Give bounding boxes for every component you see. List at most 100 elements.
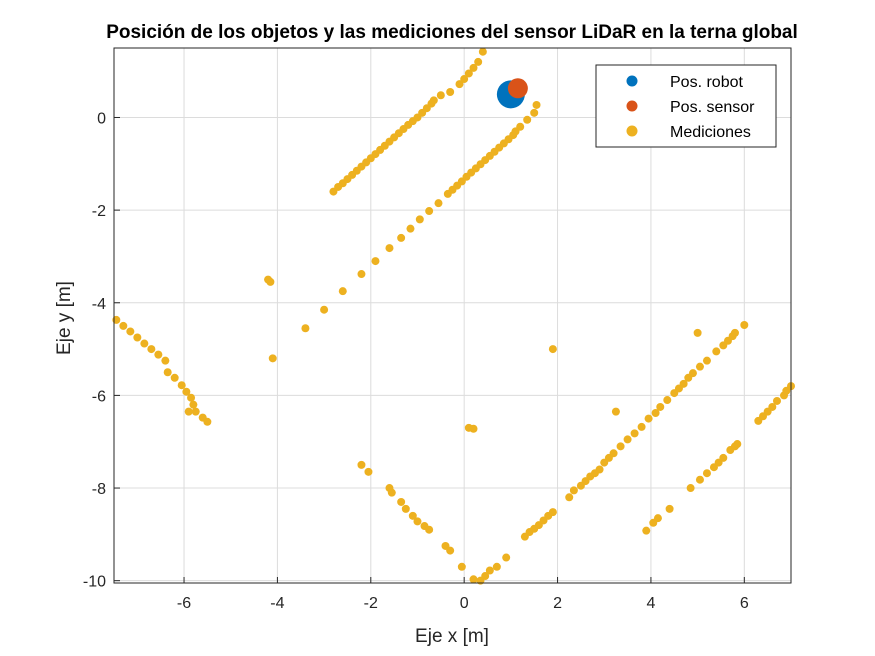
data-point-mediciones (481, 572, 490, 581)
data-point-mediciones (343, 175, 352, 184)
y-tick-label: -10 (83, 574, 106, 591)
data-point-mediciones (719, 453, 728, 462)
data-point-mediciones (334, 182, 343, 191)
y-tick-label: 0 (97, 110, 106, 127)
data-point-mediciones (387, 488, 396, 497)
data-point-mediciones (768, 402, 777, 411)
y-tick-label: -4 (92, 296, 106, 313)
data-point-mediciones (485, 151, 494, 160)
data-point-mediciones (446, 88, 455, 97)
data-point-mediciones (642, 526, 651, 535)
data-point-mediciones (611, 407, 620, 416)
y-tick-label: -8 (92, 481, 106, 498)
data-point-mediciones (413, 517, 422, 526)
data-point-mediciones (740, 320, 749, 329)
data-point-mediciones (616, 442, 625, 451)
data-point-mediciones (436, 91, 445, 100)
data-point-mediciones (476, 160, 485, 169)
data-point-mediciones (644, 414, 653, 423)
legend-marker-mediciones (626, 125, 638, 137)
data-point-mediciones (364, 467, 373, 476)
data-point-mediciones (474, 57, 483, 66)
x-tick-label: -4 (270, 595, 284, 612)
axes-frame (113, 47, 792, 584)
data-point-mediciones (532, 100, 541, 109)
data-point-mediciones (191, 407, 200, 416)
data-point-mediciones (504, 135, 513, 144)
data-point-mediciones (418, 108, 427, 117)
data-point-mediciones (357, 460, 366, 469)
x-axis-label: Eje x [m] (415, 626, 489, 647)
data-point-mediciones (357, 270, 366, 279)
legend-label-sensor: Pos. sensor (670, 99, 755, 116)
data-point-mediciones (651, 409, 660, 418)
data-point-mediciones (126, 327, 135, 336)
data-point-mediciones (457, 562, 466, 571)
data-point-mediciones (187, 393, 196, 402)
data-point-mediciones (408, 511, 417, 520)
data-point-mediciones (492, 562, 501, 571)
data-point-mediciones (665, 504, 674, 513)
grid-lines (114, 48, 791, 583)
data-point-mediciones (390, 133, 399, 142)
data-point-mediciones (548, 345, 557, 354)
data-point-sensor (507, 78, 528, 99)
data-point-mediciones (609, 449, 618, 458)
series-layer (112, 47, 795, 585)
data-point-mediciones (457, 177, 466, 186)
data-point-mediciones (495, 143, 504, 152)
data-point-mediciones (385, 244, 394, 253)
data-point-mediciones (133, 333, 142, 342)
data-point-mediciones (184, 407, 193, 416)
data-point-mediciones (686, 484, 695, 493)
data-point-mediciones (548, 508, 557, 517)
data-point-mediciones (469, 424, 478, 433)
data-point-mediciones (712, 347, 721, 356)
x-tick-label: 2 (553, 595, 562, 612)
data-point-mediciones (478, 47, 487, 56)
data-point-mediciones (623, 435, 632, 444)
x-tick-label: 6 (740, 595, 749, 612)
data-point-mediciones (469, 575, 478, 584)
data-point-mediciones (203, 417, 212, 426)
y-axis-label: Eje y [m] (54, 281, 75, 355)
legend-marker-robot (626, 75, 638, 87)
data-point-mediciones (320, 305, 329, 314)
data-point-mediciones (464, 69, 473, 78)
data-point-mediciones (653, 514, 662, 523)
data-point-mediciones (523, 115, 532, 124)
legend-marker-sensor (626, 100, 638, 112)
data-point-mediciones (177, 381, 186, 390)
data-point-mediciones (371, 257, 380, 266)
data-point-mediciones (268, 354, 277, 363)
legend: Pos. robot Pos. sensor Mediciones (595, 64, 777, 148)
data-point-mediciones (415, 215, 424, 224)
data-point-mediciones (702, 469, 711, 478)
data-point-mediciones (693, 328, 702, 337)
data-point-mediciones (189, 400, 198, 409)
data-point-mediciones (730, 328, 739, 337)
data-point-mediciones (140, 339, 149, 348)
data-point-mediciones (182, 387, 191, 396)
data-point-mediciones (695, 475, 704, 484)
x-tick-label: 0 (460, 595, 469, 612)
y-axis-ticks: -10 -8 -6 -4 -2 0 (83, 110, 120, 591)
data-point-mediciones (460, 75, 469, 84)
data-point-mediciones (362, 158, 371, 167)
data-point-mediciones (448, 185, 457, 194)
x-axis-ticks: -6 -4 -2 0 2 4 6 (177, 577, 749, 612)
data-point-mediciones (502, 553, 511, 562)
data-point-mediciones (371, 150, 380, 159)
data-point-mediciones (397, 497, 406, 506)
data-point-mediciones (406, 224, 415, 233)
data-point-mediciones (266, 277, 275, 286)
data-point-mediciones (434, 199, 443, 208)
data-point-mediciones (427, 99, 436, 108)
legend-label-robot: Pos. robot (670, 74, 743, 91)
data-point-mediciones (688, 369, 697, 378)
data-point-mediciones (656, 402, 665, 411)
data-point-mediciones (467, 168, 476, 177)
data-point-mediciones (399, 125, 408, 134)
x-tick-label: 4 (646, 595, 655, 612)
chart-title: Posición de los objetos y las mediciones… (106, 22, 798, 43)
